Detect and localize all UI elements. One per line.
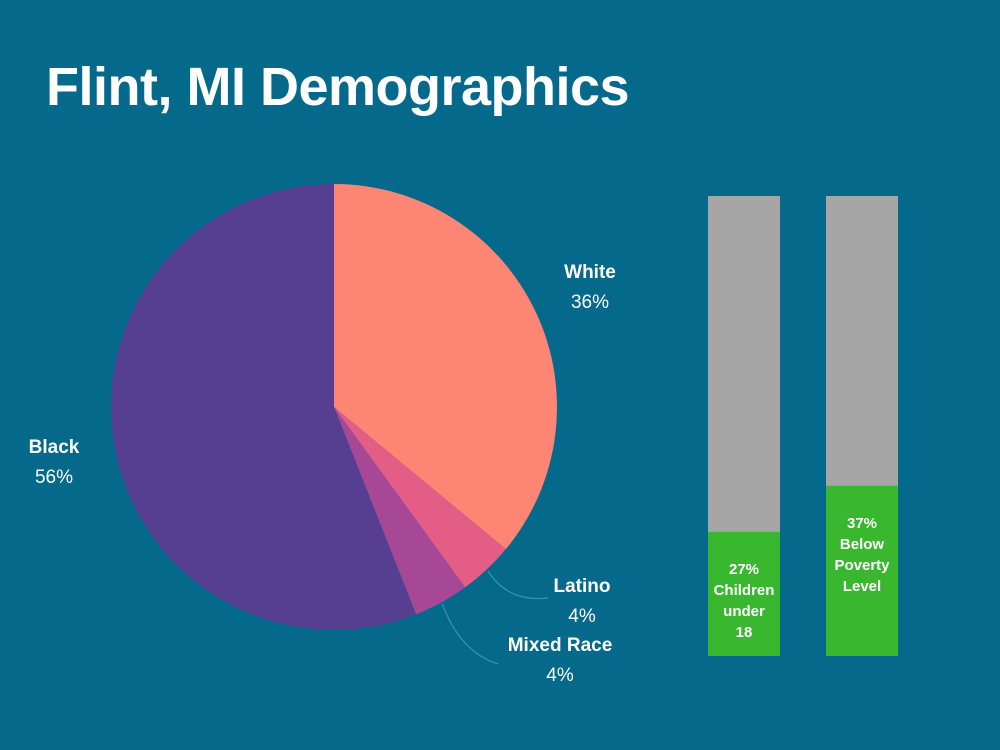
pie-slice-mixed-race (334, 407, 466, 615)
bar-value-label: 37% (847, 515, 877, 532)
bar-category-label: Poverty (834, 557, 890, 574)
bar-category-label: Below (840, 536, 885, 553)
slice-label-name: White (564, 262, 616, 283)
leader-lines (441, 570, 549, 665)
pie-slice-white (334, 184, 557, 550)
pie-label-latino: Latino 4% (554, 576, 611, 627)
bar-fill (826, 485, 898, 656)
slice-label-percent: 4% (568, 606, 596, 627)
bar-category-label: Level (843, 578, 881, 595)
pie-labels: White 36% Latino 4% Mixed Race 4% Black 56% (29, 262, 616, 686)
pie-label-black: Black 56% (29, 437, 80, 488)
bar-category-label: 18 (736, 624, 753, 641)
slice-label-percent: 36% (571, 292, 609, 313)
slice-label-name: Mixed Race (508, 635, 613, 656)
slice-label-name: Latino (554, 576, 611, 597)
slice-label-percent: 4% (546, 665, 574, 686)
pie-label-white: White 36% (564, 262, 616, 313)
slice-label-name: Black (29, 437, 80, 458)
bar-chart: 27% Children under 18 37% Below Poverty Level (708, 196, 898, 656)
leader-line-latino (487, 570, 549, 600)
bar-1: 27% Children under 18 (708, 196, 780, 656)
pie-chart (110, 184, 557, 630)
pie-slice-latino (334, 407, 506, 588)
bar-fill (708, 531, 780, 656)
bar-category-label: under (723, 603, 765, 620)
leader-line-mixed-race (441, 603, 499, 665)
chart-title: Flint, MI Demographics (46, 57, 630, 117)
bar-2: 37% Below Poverty Level (826, 196, 898, 656)
pie-label-mixed-race: Mixed Race 4% (508, 635, 613, 686)
bar-value-label: 27% (729, 561, 759, 578)
bar-category-label: Children (714, 582, 775, 599)
slice-label-percent: 56% (35, 467, 73, 488)
pie-slice-black (110, 184, 417, 630)
